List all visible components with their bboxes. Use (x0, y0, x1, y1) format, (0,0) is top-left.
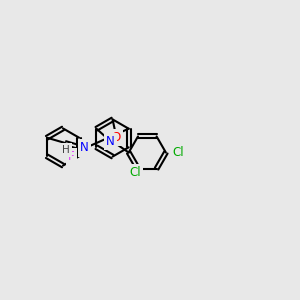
Text: Cl: Cl (172, 146, 184, 159)
Text: F: F (68, 150, 75, 163)
Text: O: O (112, 131, 121, 144)
Text: H: H (62, 145, 70, 155)
Text: Cl: Cl (129, 166, 141, 179)
Text: N: N (80, 141, 88, 154)
Text: N: N (106, 135, 115, 148)
